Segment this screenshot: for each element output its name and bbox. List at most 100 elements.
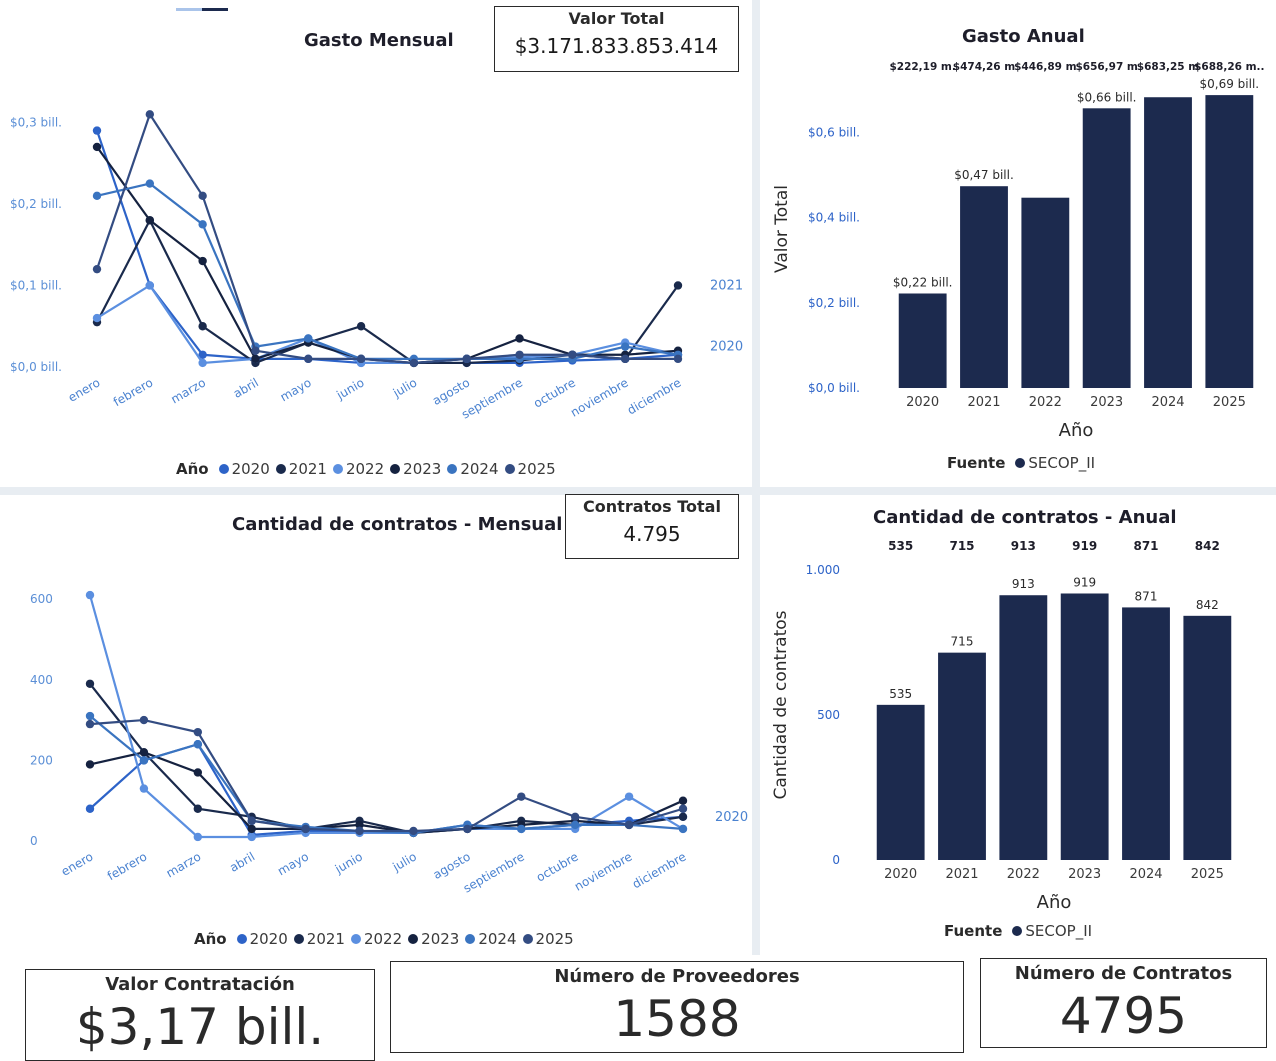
chart-gasto-anual[interactable]: $0,0 bill. $0,2 bill. $0,4 bill. $0,6 bill.… [760,50,1272,450]
card-numero-proveedores[interactable]: Número de Proveedores 1588 [390,961,964,1053]
data-point-2025[interactable] [517,792,526,801]
data-point-2023[interactable] [193,768,203,777]
bar-2020[interactable] [876,704,925,860]
legend-item-2021[interactable]: 2021 [275,460,327,478]
legend-item-2023[interactable]: 2023 [390,460,441,478]
data-point-2024[interactable] [92,191,102,201]
data-point-2025[interactable] [624,820,634,830]
data-point-2025[interactable] [301,824,310,834]
legend-item-2024[interactable]: 2024 [447,460,499,478]
data-point-2025[interactable] [356,354,366,364]
legend-item-2024[interactable]: 2024 [465,930,517,948]
data-point-2025[interactable] [673,354,683,364]
data-point-2022[interactable] [92,313,102,323]
data-point-2024[interactable] [85,711,95,721]
series-line-2025[interactable] [89,718,684,833]
bar-2022[interactable] [1021,197,1070,388]
data-point-2024[interactable] [304,334,313,343]
data-point-2023[interactable] [198,256,207,266]
data-point-2025[interactable] [85,719,95,729]
data-point-2025[interactable] [409,358,419,368]
data-point-2021[interactable] [356,322,366,331]
data-point-2025[interactable] [463,824,472,834]
data-point-2022[interactable] [247,832,256,842]
data-point-2023[interactable] [678,796,688,805]
data-point-2020[interactable] [85,804,95,813]
bar-2022[interactable] [999,595,1048,860]
data-point-2023[interactable] [247,824,256,834]
series-line-2024[interactable] [96,182,679,360]
data-point-2025[interactable] [198,191,207,201]
data-point-2025[interactable] [193,727,203,737]
chart-contratos-mensual[interactable]: 0 200 400 600 enero febrero marzo abril mayo juni… [0,565,750,920]
data-point-2023[interactable] [355,820,364,830]
kpi-valor-total[interactable]: Valor Total $3.171.833.853.414 [494,6,739,72]
series-line-2021[interactable] [89,683,684,835]
data-point-2023[interactable] [85,760,95,769]
data-point-2025[interactable] [678,804,688,813]
data-point-2023[interactable] [251,354,260,364]
data-point-2022[interactable] [193,832,203,842]
bar-2025[interactable] [1205,95,1254,388]
data-point-2025[interactable] [568,350,577,359]
legend-item-2025[interactable]: 2025 [504,460,556,478]
data-point-2023[interactable] [145,216,155,225]
data-point-2025[interactable] [92,264,102,274]
data-point-2025[interactable] [409,826,418,836]
series-line-2023[interactable] [89,751,684,835]
data-point-2021[interactable] [193,804,203,813]
bar-2025[interactable] [1183,615,1232,860]
legend-item-2022[interactable]: 2022 [350,930,402,948]
bar-2024[interactable] [1144,97,1192,388]
data-point-2025[interactable] [247,816,256,826]
series-line-2024[interactable] [89,715,684,835]
bar-2024[interactable] [1122,607,1170,860]
legend-item-2020[interactable]: 2020 [236,930,288,948]
chart-gasto-mensual[interactable]: $0,0 bill. $0,1 bill. $0,2 bill. $0,3 bill.… [0,80,750,450]
series-line-2021[interactable] [96,217,679,365]
bar-2023[interactable] [1082,108,1131,388]
data-point-2023[interactable] [92,142,102,152]
data-point-2023[interactable] [515,334,524,343]
data-point-2025[interactable] [304,354,313,364]
kpi-contratos-total[interactable]: Contratos Total 4.795 [565,494,739,559]
data-point-2025[interactable] [515,350,524,359]
card-numero-contratos[interactable]: Número de Contratos 4795 [980,958,1267,1048]
data-point-2020[interactable] [198,350,207,359]
data-point-2024[interactable] [145,179,155,188]
series-line-2025[interactable] [95,111,678,365]
data-point-2025[interactable] [570,812,580,822]
data-point-2024[interactable] [139,756,149,765]
data-point-2021[interactable] [85,679,95,688]
data-point-2024[interactable] [198,220,207,229]
data-point-2022[interactable] [624,792,634,801]
data-point-2021[interactable] [198,322,207,331]
legend-item-SECOP_II[interactable]: SECOP_II [1015,454,1095,472]
data-point-2022[interactable] [198,358,207,368]
data-point-2025[interactable] [620,354,630,364]
data-point-2025[interactable] [462,354,471,364]
data-point-2022[interactable] [139,784,149,793]
series-line-2022[interactable] [96,283,679,365]
data-point-2021[interactable] [673,281,683,290]
bar-2023[interactable] [1060,593,1109,860]
data-point-2024[interactable] [620,342,630,351]
bar-2021[interactable] [960,186,1008,388]
legend-item-2023[interactable]: 2023 [408,930,459,948]
data-point-2024[interactable] [678,824,688,834]
legend-item-2020[interactable]: 2020 [218,460,270,478]
data-point-2025[interactable] [139,715,149,725]
bar-2020[interactable] [898,293,947,388]
data-point-2024[interactable] [193,740,203,749]
data-point-2025[interactable] [251,346,260,355]
legend-item-2021[interactable]: 2021 [293,930,345,948]
series-line-2022[interactable] [88,594,684,839]
legend-item-SECOP_II[interactable]: SECOP_II [1012,922,1092,940]
data-point-2025[interactable] [355,826,364,836]
data-point-2022[interactable] [145,281,155,290]
data-point-2023[interactable] [139,748,149,757]
card-valor-contratacion[interactable]: Valor Contratación $3,17 bill. [25,969,375,1061]
data-point-2025[interactable] [145,110,155,119]
data-point-2024[interactable] [570,820,580,830]
legend-item-2025[interactable]: 2025 [522,930,574,948]
